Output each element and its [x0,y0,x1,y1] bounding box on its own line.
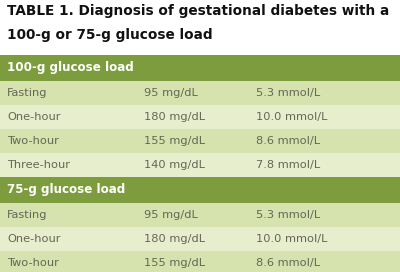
Bar [0,81,400,105]
Text: 100-g glucose load: 100-g glucose load [7,61,134,75]
Text: 155 mg/dL: 155 mg/dL [144,258,205,268]
Text: Fasting: Fasting [7,210,48,220]
Text: 5.3 mmol/L: 5.3 mmol/L [256,88,320,98]
Text: Two-hour: Two-hour [7,136,59,146]
Bar [0,177,400,203]
Text: 180 mg/dL: 180 mg/dL [144,112,205,122]
Text: 7.8 mmol/L: 7.8 mmol/L [256,160,320,170]
Text: 8.6 mmol/L: 8.6 mmol/L [256,258,320,268]
Text: 155 mg/dL: 155 mg/dL [144,136,205,146]
Bar [0,251,400,272]
Bar [0,105,400,129]
Text: 95 mg/dL: 95 mg/dL [144,88,198,98]
Bar [0,227,400,251]
Text: 75-g glucose load: 75-g glucose load [7,184,126,196]
Bar [0,153,400,177]
Text: One-hour: One-hour [7,112,61,122]
Text: 180 mg/dL: 180 mg/dL [144,234,205,244]
Bar [0,203,400,227]
Text: One-hour: One-hour [7,234,61,244]
Text: 100-g or 75-g glucose load: 100-g or 75-g glucose load [7,28,213,42]
Text: TABLE 1. Diagnosis of gestational diabetes with a: TABLE 1. Diagnosis of gestational diabet… [7,4,390,18]
Text: 8.6 mmol/L: 8.6 mmol/L [256,136,320,146]
Text: Fasting: Fasting [7,88,48,98]
Text: 140 mg/dL: 140 mg/dL [144,160,205,170]
Text: 10.0 mmol/L: 10.0 mmol/L [256,234,327,244]
Text: 95 mg/dL: 95 mg/dL [144,210,198,220]
Bar [0,55,400,81]
Text: 10.0 mmol/L: 10.0 mmol/L [256,112,327,122]
Text: 5.3 mmol/L: 5.3 mmol/L [256,210,320,220]
Bar [0,129,400,153]
Text: Three-hour: Three-hour [7,160,70,170]
Text: Two-hour: Two-hour [7,258,59,268]
